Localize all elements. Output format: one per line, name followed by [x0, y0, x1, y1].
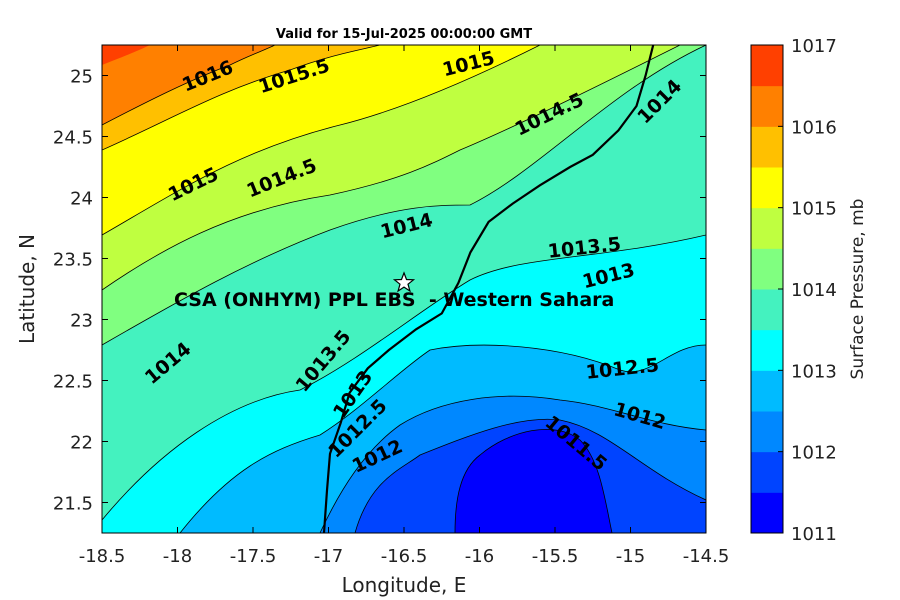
- coastline: [322, 45, 655, 533]
- colorbar-tick-label: 1017: [791, 36, 837, 57]
- colorbar-band: [751, 248, 783, 290]
- colorbar-tick-label: 1015: [791, 199, 837, 220]
- colorbar-tick-label: 1011: [791, 524, 837, 545]
- colorbar-band: [751, 451, 783, 493]
- colorbar-band: [751, 289, 783, 331]
- colorbar: [751, 45, 783, 534]
- map-title: Valid for 15-Jul-2025 00:00:00 GMT: [276, 27, 532, 42]
- y-tick-label: 21.5: [53, 494, 93, 515]
- y-tick-label: 23.5: [53, 250, 93, 271]
- y-axis: 21.5 22 22.5 23 23.5 24 24.5 25: [53, 67, 706, 515]
- colorbar-tick-label: 1012: [791, 443, 837, 464]
- x-tick-label: -14.5: [683, 546, 730, 567]
- x-tick-label: -16.5: [381, 546, 428, 567]
- colorbar-band: [751, 167, 783, 209]
- contour-lines: [102, 45, 706, 533]
- colorbar-tick-label: 1013: [791, 361, 837, 382]
- colorbar-band: [751, 329, 783, 371]
- x-tick-label: -17: [314, 546, 343, 567]
- site-marker-star-icon: [392, 271, 416, 293]
- x-axis-label: Longitude, E: [342, 573, 467, 597]
- y-tick-label: 24.5: [53, 128, 93, 149]
- y-tick-label: 25: [70, 67, 93, 88]
- x-tick-label: -18: [163, 546, 192, 567]
- y-tick-label: 23: [70, 311, 93, 332]
- x-tick-label: -15: [616, 546, 645, 567]
- colorbar-band: [751, 492, 783, 534]
- colorbar-band: [751, 370, 783, 412]
- y-tick-label: 24: [70, 189, 93, 210]
- colorbar-band: [751, 411, 783, 453]
- x-tick-label: -16: [465, 546, 494, 567]
- colorbar-tick-label: 1016: [791, 117, 837, 138]
- y-tick-label: 22: [70, 433, 93, 454]
- colorbar-tick-label: 1014: [791, 280, 837, 301]
- y-tick-label: 22.5: [53, 372, 93, 393]
- x-tick-label: -15.5: [532, 546, 579, 567]
- x-tick-label: -17.5: [230, 546, 277, 567]
- band-1016-5: [102, 45, 150, 65]
- y-axis-label: Latitude, N: [15, 234, 39, 344]
- colorbar-band: [751, 126, 783, 168]
- site-label: CSA (ONHYM) PPL EBS - Western Sahara: [174, 289, 614, 311]
- x-axis: -18.5 -18 -17.5 -17 -16.5 -16 -15.5 -15 -14.5: [79, 45, 730, 567]
- colorbar-label: Surface Pressure, mb: [848, 199, 868, 380]
- plot-area: 1016 1015.5 1015 1015 1014.5 1014.5 1014…: [102, 45, 706, 533]
- colorbar-band: [751, 207, 783, 249]
- x-tick-label: -18.5: [79, 546, 126, 567]
- colorbar-band: [751, 45, 783, 87]
- colorbar-band: [751, 85, 783, 127]
- colorbar-ticks: 1011 1012 1013 1014 1015 1016 1017: [778, 36, 837, 545]
- band-1011: [455, 429, 612, 533]
- band-1016: [102, 45, 275, 125]
